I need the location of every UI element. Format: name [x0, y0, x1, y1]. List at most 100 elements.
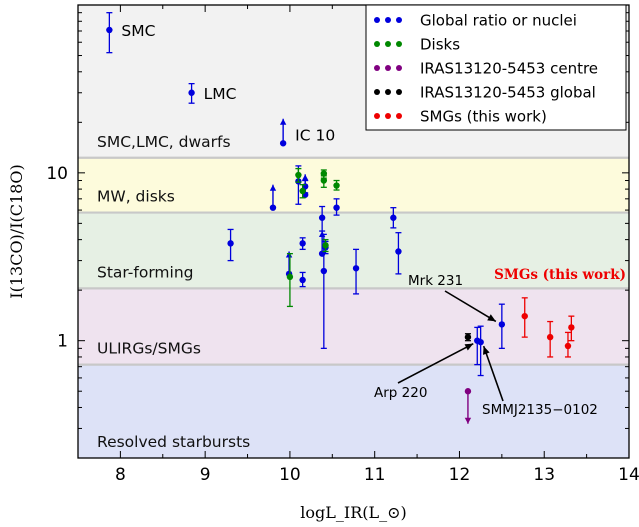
point-label: SMC [121, 22, 155, 40]
data-point [546, 320, 554, 358]
x-tick-label: 9 [200, 465, 211, 485]
data-marker [299, 187, 306, 195]
legend-marker [385, 89, 391, 95]
data-marker [318, 214, 326, 221]
data-point [227, 228, 234, 262]
data-marker [106, 26, 113, 34]
legend-marker [396, 89, 402, 95]
data-point [299, 237, 306, 251]
smg-annotation: SMGs (this work) [494, 267, 626, 283]
arrow-shaft [444, 290, 497, 323]
point-label: SMMJ2135−0102 [482, 402, 598, 418]
data-marker [464, 333, 472, 341]
arrow-shaft [397, 342, 474, 384]
legend-marker [385, 65, 391, 71]
data-point [464, 333, 472, 342]
data-marker [188, 89, 195, 96]
data-marker [498, 321, 506, 328]
data-marker [279, 140, 287, 147]
data-point [269, 184, 277, 211]
data-marker [269, 204, 277, 211]
legend-marker [374, 89, 380, 95]
annotation-arrows [397, 290, 504, 402]
arrow-head [483, 346, 490, 355]
limit-arrow-head [301, 174, 309, 181]
data-marker [333, 182, 340, 189]
band-label: Resolved starbursts [97, 433, 250, 451]
plot-frame [77, 4, 630, 459]
legend-marker [374, 17, 380, 23]
point-label: LMC [204, 85, 237, 103]
limit-arrow-head [464, 417, 472, 424]
legend-label: IRAS13120-5453 global [420, 84, 596, 102]
legend-entry: IRAS13120-5453 centre [374, 60, 598, 78]
data-point [477, 325, 484, 377]
band-1 [78, 157, 629, 213]
data-point [521, 297, 528, 338]
data-marker [295, 171, 302, 179]
data-point [564, 331, 572, 358]
data-marker [390, 214, 397, 221]
arrow-shaft [482, 345, 504, 402]
data-point [106, 12, 113, 54]
data-marker [320, 267, 328, 275]
point-labels: SMC LMC IC 10 Mrk 231 Arp 220 SMMJ2135−0102 [121, 22, 598, 418]
x-tick-label: 14 [618, 465, 639, 485]
band-label: MW, disks [97, 188, 175, 206]
data-points [106, 12, 575, 424]
limit-arrow-head [279, 118, 287, 125]
data-marker [352, 265, 360, 272]
data-marker [333, 204, 340, 211]
band-3 [78, 288, 629, 365]
data-marker [546, 333, 554, 341]
band-label: ULIRGs/SMGs [97, 340, 201, 358]
point-label: IC 10 [295, 126, 335, 144]
data-marker [521, 312, 528, 320]
legend-marker [374, 41, 380, 47]
data-marker [227, 240, 234, 247]
x-tick-label: 11 [364, 465, 386, 485]
legend-box [365, 4, 627, 131]
legend-entry: Global ratio or nuclei [374, 12, 577, 30]
legend-marker [374, 65, 380, 71]
band-labels: SMC,LMC, dwarfs MW, disks Star-forming ULIR… [97, 133, 250, 451]
band-separators [78, 156, 629, 366]
band-2 [78, 212, 629, 289]
data-marker [299, 240, 306, 247]
x-axis-label: logL_IR(L_⊙) [300, 503, 407, 522]
data-point [322, 238, 329, 253]
y-axis-label: I(13CO)/I(C18O) [7, 164, 26, 298]
legend-entry: SMGs (this work) [374, 108, 547, 126]
point-label: Mrk 231 [408, 273, 463, 289]
data-point [318, 205, 326, 232]
data-marker [564, 342, 572, 350]
legend-label: Disks [420, 36, 460, 54]
legend-label: Global ratio or nuclei [420, 12, 577, 30]
legend-marker [385, 113, 391, 119]
data-point [295, 167, 302, 183]
data-point [568, 315, 575, 342]
data-point [474, 326, 481, 366]
x-tick-label: 12 [449, 465, 471, 485]
data-marker [395, 248, 402, 255]
data-point [299, 184, 306, 199]
limit-arrow-head [285, 251, 293, 258]
data-marker [477, 338, 484, 346]
x-tick-label: 8 [115, 465, 126, 485]
legend-entry: IRAS13120-5453 global [374, 84, 596, 102]
x-tick-label: 10 [279, 465, 301, 485]
legend-marker [385, 17, 391, 23]
band-label: SMC,LMC, dwarfs [97, 133, 231, 151]
band-label: Star-forming [97, 263, 194, 281]
legend: Global ratio or nuclei Disks IRAS13120-545… [365, 4, 627, 131]
band-4 [78, 364, 629, 458]
legend-marker [374, 113, 380, 119]
data-point [352, 248, 360, 295]
limit-arrow-head [269, 184, 277, 191]
data-marker [464, 388, 472, 395]
data-point [498, 303, 506, 350]
legend-marker [396, 41, 402, 47]
legend-label: SMGs (this work) [420, 108, 547, 126]
legend-marker [385, 41, 391, 47]
